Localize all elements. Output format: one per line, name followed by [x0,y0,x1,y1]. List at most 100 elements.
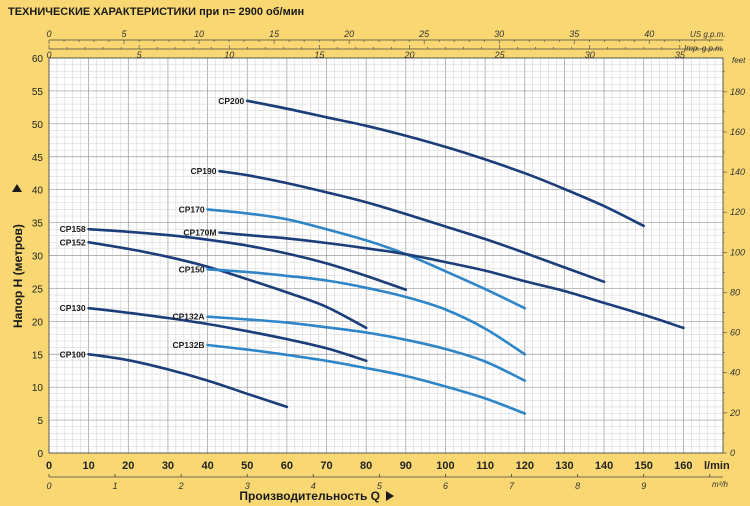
x-tick-label: 30 [162,460,174,472]
y-tick-label: 0 [37,449,43,460]
feet-tick-label: 180 [730,87,745,97]
plot-frame [48,57,724,454]
series-line-cp170 [206,208,527,310]
us-gpm-unit-label: US g.p.m. [690,30,726,39]
feet-tick-label: 160 [730,127,745,137]
m3h-tick-label: 2 [178,481,184,491]
y-tick-label: 30 [32,252,44,263]
us-gpm-tick-label: 5 [122,29,128,39]
series-line-cp132a [206,315,527,382]
y-tick-label: 50 [32,120,44,131]
series-label: CP200 [218,96,244,106]
series-label: CP170M [183,227,216,237]
x-tick-label: 70 [320,460,332,472]
x-tick-label: 110 [476,460,494,472]
feet-unit-label: feet [732,56,746,65]
us-gpm-tick-label: 35 [569,29,580,39]
series-label: CP170 [179,204,205,214]
feet-tick-label: 60 [730,328,740,338]
feet-tick-label: 120 [730,207,745,217]
m3h-tick-label: 3 [245,481,250,491]
series-label: CP158 [60,224,86,234]
series-label: CP150 [179,264,205,274]
us-gpm-tick-label: 10 [194,29,204,39]
m3h-tick-label: 9 [641,481,646,491]
grid [48,57,724,454]
x-axis-arrow-icon [386,491,394,501]
m3h-tick-label: 8 [575,481,580,491]
x-tick-label: 80 [360,460,372,472]
x-axis-title: Производительность Q [239,489,380,503]
y-tick-label: 35 [32,219,44,230]
feet-tick-label: 80 [730,287,740,297]
imp-gpm-tick-label: 30 [585,50,595,60]
us-gpm-tick-label: 0 [46,29,51,39]
y-tick-label: 40 [32,186,44,197]
x-tick-label: 60 [281,460,293,472]
imp-gpm-tick-label: 20 [403,50,414,60]
imp-gpm-unit-label: Imp. g.p.m. [684,44,724,53]
m3h-tick-label: 4 [311,481,316,491]
imp-gpm-tick-label: 0 [46,50,51,60]
series-line-cp100 [87,353,289,409]
imp-gpm-tick-label: 5 [137,50,143,60]
feet-tick-label: 20 [729,408,740,418]
us-gpm-tick-label: 25 [418,29,430,39]
us-gpm-tick-label: 20 [343,29,354,39]
y-tick-label: 15 [32,350,44,361]
x-tick-label: 130 [555,460,573,472]
y-tick-label: 55 [32,87,44,98]
series-line-cp158 [87,227,408,291]
x-tick-label: 20 [122,460,134,472]
m3h-tick-label: 5 [377,481,383,491]
imp-gpm-tick-label: 35 [675,50,686,60]
series-line-cp152 [87,241,368,330]
series-label: CP130 [60,303,86,313]
series-lines [87,99,685,415]
lmin-unit-label: l/min [704,460,730,472]
series-line-cp150 [206,268,527,356]
us-gpm-tick-label: 15 [269,29,280,39]
x-tick-label: 50 [241,460,253,472]
series-line-cp200 [245,99,645,228]
series-label: CP132A [172,312,204,322]
feet-tick-label: 140 [730,167,745,177]
y-tick-label: 25 [32,284,44,295]
chart-title: ТЕХНИЧЕСКИЕ ХАРАКТЕРИСТИКИ при n= 2900 о… [8,6,304,18]
imp-gpm-tick-label: 25 [494,50,506,60]
x-tick-label: 40 [201,460,213,472]
x-tick-label: 90 [400,460,412,472]
y-axis-title: Напор H (метров) [11,224,25,328]
series-line-cp132b [206,343,527,415]
series-label: CP190 [190,166,216,176]
m3h-unit-label: m³/h [712,480,729,489]
x-tick-label: 10 [83,460,95,472]
x-tick-label: 120 [516,460,534,472]
m3h-tick-label: 7 [509,481,515,491]
series-label: CP132B [172,340,204,350]
y-tick-label: 10 [32,383,44,394]
us-gpm-tick-label: 30 [494,29,504,39]
us-gpm-tick-label: 40 [644,29,654,39]
feet-tick-label: 40 [730,368,740,378]
series-label: CP152 [60,237,86,247]
feet-tick-label: 0 [730,448,735,458]
m3h-tick-label: 1 [113,481,118,491]
series-line-cp130 [87,306,368,363]
x-tick-label: 150 [635,460,653,472]
series-line-cp190 [218,169,606,284]
feet-tick-label: 100 [730,247,745,257]
x-tick-label: 100 [436,460,454,472]
x-tick-label: 0 [46,460,52,472]
y-axis-arrow-icon [12,184,22,192]
series-line-cp170m [218,231,685,330]
m3h-tick-label: 0 [46,481,51,491]
x-tick-label: 140 [595,460,613,472]
y-tick-label: 60 [32,54,44,65]
y-tick-label: 20 [32,317,44,328]
series-labels: CP200 CP190 CP170 CP170M CP158 CP152 CP150 CP13… [60,96,245,359]
m3h-tick-label: 6 [443,481,448,491]
series-label: CP100 [60,349,86,359]
